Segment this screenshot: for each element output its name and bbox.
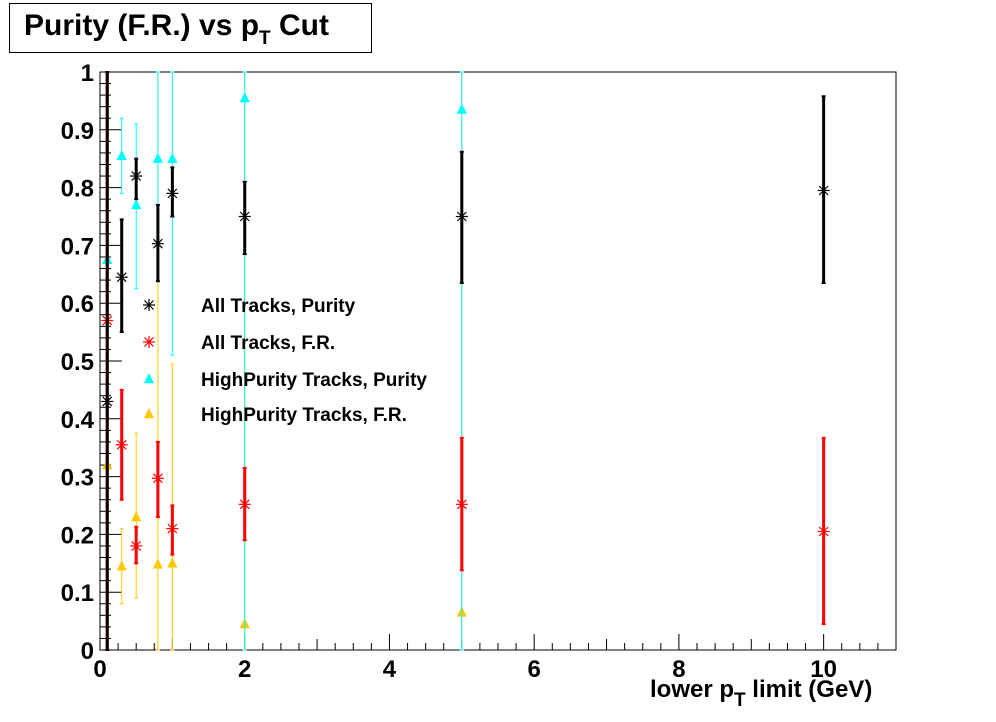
data-point [239, 92, 250, 103]
data-point [131, 198, 142, 210]
legend-marker [143, 373, 155, 384]
y-tick-label: 0.4 [61, 407, 95, 434]
data-point [817, 184, 830, 197]
legend-label: HighPurity Tracks, F.R. [201, 405, 407, 426]
data-point [166, 522, 179, 535]
data-point [817, 525, 830, 538]
data-point [130, 539, 143, 552]
data-point [166, 187, 179, 200]
legend-item: HighPurity Tracks, Purity [143, 370, 427, 391]
y-tick-label: 0.6 [61, 291, 94, 318]
legend-label: HighPurity Tracks, Purity [201, 370, 427, 391]
legend-marker [143, 299, 155, 311]
legend-item: All Tracks, F.R. [143, 333, 335, 354]
chart-title-subscript: T [259, 28, 271, 49]
data-point [151, 472, 164, 485]
marker-part [239, 499, 250, 510]
legend-marker [143, 408, 155, 419]
legend-item: All Tracks, Purity [143, 296, 356, 317]
marker-part [456, 499, 467, 510]
data-point [152, 558, 163, 569]
marker-part [167, 523, 178, 534]
marker-part [144, 337, 154, 347]
data-point [167, 557, 178, 568]
data-point [116, 149, 127, 161]
y-tick-label: 0.8 [61, 176, 94, 203]
marker-part [144, 300, 154, 310]
series-1 [101, 71, 830, 651]
data-point [152, 152, 163, 163]
x-axis-label-main: lower p [650, 676, 735, 703]
y-tick-label: 0.5 [61, 349, 94, 376]
y-tick-label: 0.9 [61, 118, 94, 145]
x-tick-label: 10 [810, 656, 837, 683]
legend-marker [143, 336, 155, 348]
marker-part [152, 473, 163, 484]
marker-part [116, 439, 127, 450]
marker-part [102, 396, 113, 407]
x-tick-label: 4 [383, 656, 397, 683]
data-point [116, 560, 127, 571]
y-tick-label: 0.2 [61, 522, 94, 549]
data-point [456, 103, 467, 114]
y-tick-label: 0.7 [61, 233, 94, 260]
data-point [455, 498, 468, 511]
data-point [238, 210, 251, 223]
legend-label: All Tracks, F.R. [201, 333, 335, 354]
y-tick-label: 1 [81, 60, 94, 87]
data-point [131, 511, 142, 522]
y-tick-label: 0.1 [61, 580, 94, 607]
x-tick-label: 8 [672, 656, 685, 683]
marker-part [131, 541, 142, 551]
title-box: Purity (F.R.) vs pT Cut [9, 3, 372, 53]
x-tick-label: 6 [528, 656, 541, 683]
y-tick-label: 0.3 [61, 465, 94, 492]
data-point [151, 237, 164, 250]
data-point [238, 498, 251, 511]
data-point [101, 395, 114, 408]
data-point [130, 170, 143, 183]
marker-part [131, 171, 142, 181]
x-axis-label: lower pT limit (GeV) [650, 676, 873, 711]
chart-title-tail: Cut [270, 9, 329, 42]
marker-part [152, 238, 163, 249]
data-point [455, 210, 468, 223]
plot-frame [99, 71, 897, 651]
x-axis-label-subscript: T [734, 690, 746, 711]
marker-part [818, 185, 829, 196]
x-axis-label-tail: limit (GeV) [745, 676, 873, 703]
chart-title: Purity (F.R.) vs pT Cut [24, 9, 329, 49]
x-tick-label: 0 [93, 656, 106, 683]
series-0 [101, 71, 830, 651]
x-tick-label: 2 [238, 656, 251, 683]
legend-item: HighPurity Tracks, F.R. [143, 405, 407, 426]
data-point [115, 438, 128, 451]
marker-part [818, 526, 829, 537]
marker-part [167, 188, 178, 199]
marker-part [456, 211, 467, 222]
legend-label: All Tracks, Purity [201, 296, 356, 317]
chart-title-main: Purity (F.R.) vs p [24, 9, 260, 42]
data-point [115, 271, 128, 284]
marker-part [116, 272, 127, 283]
data-point [167, 152, 178, 163]
y-tick-label: 0 [81, 638, 94, 665]
marker-part [239, 211, 250, 222]
